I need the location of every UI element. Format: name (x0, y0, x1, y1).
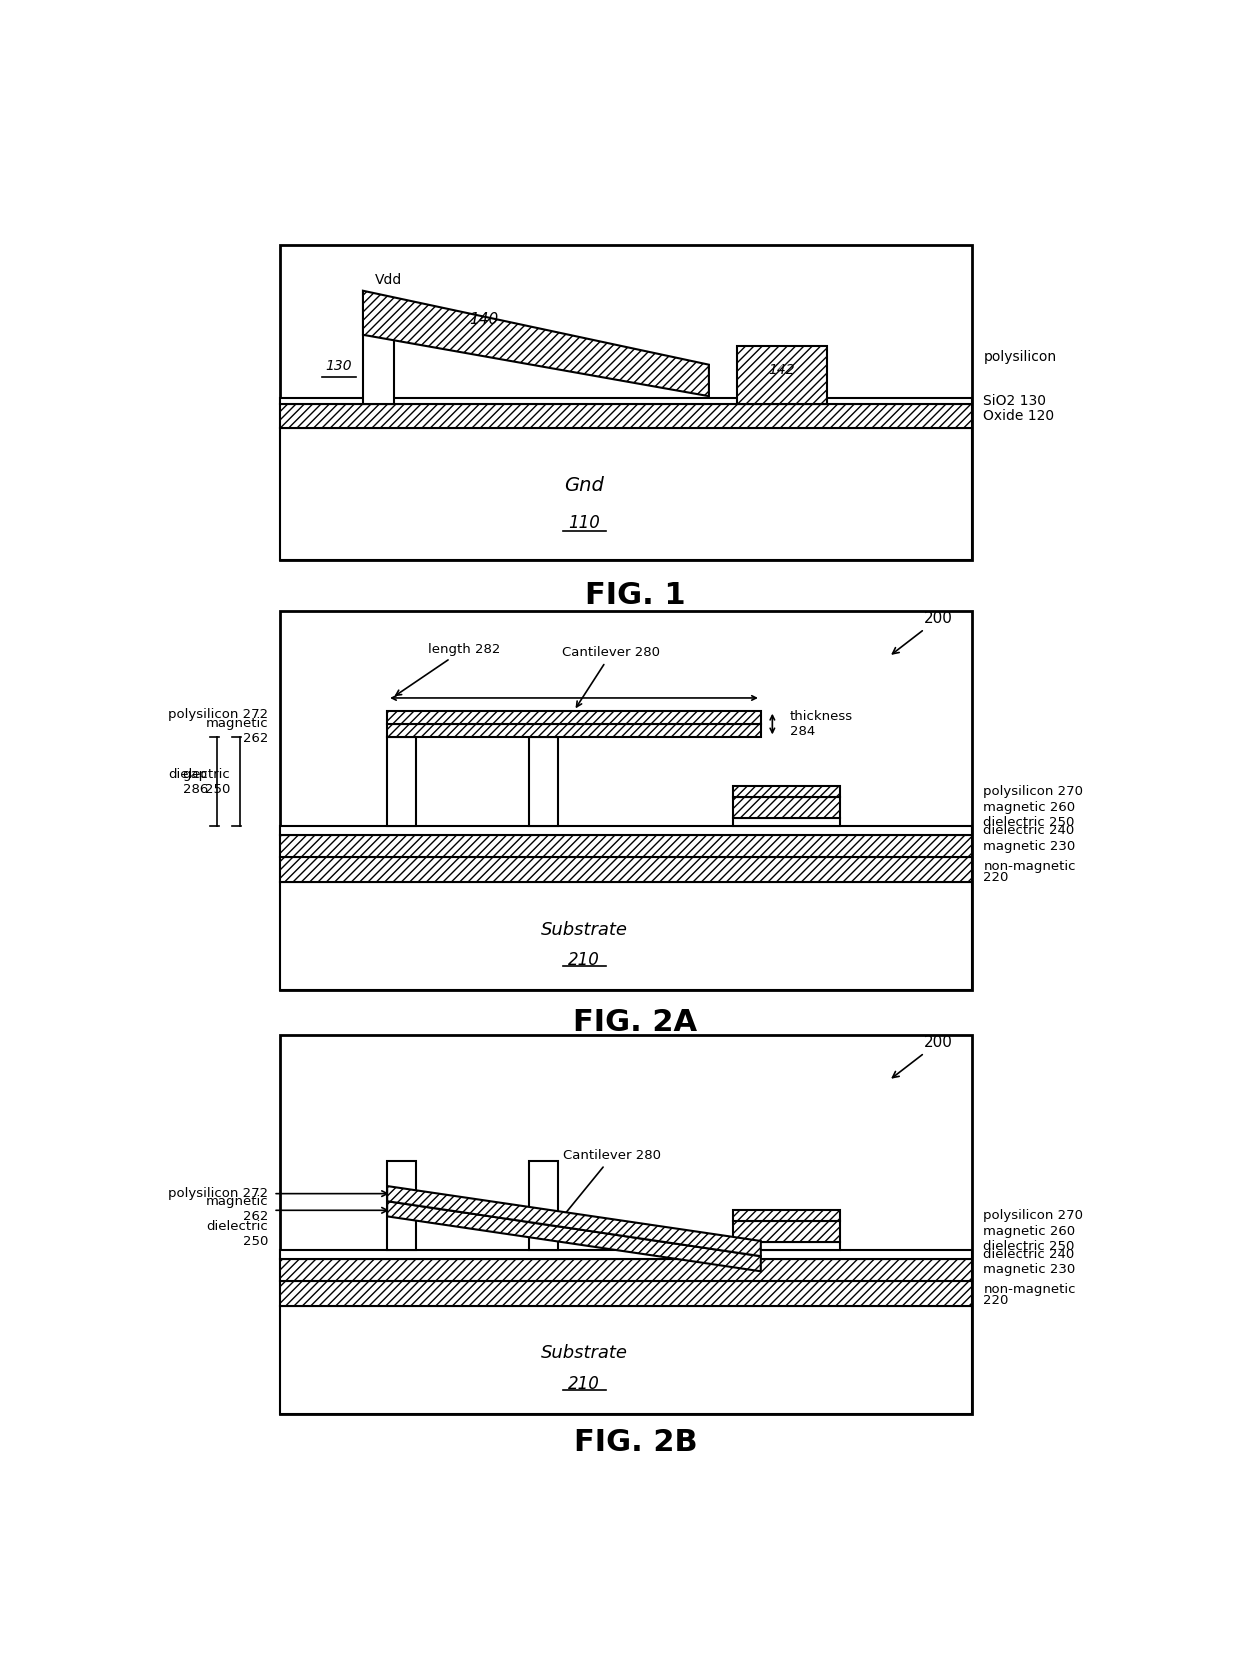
Text: 142: 142 (769, 362, 795, 377)
Text: dielectric 250: dielectric 250 (983, 816, 1075, 829)
Text: Substrate: Substrate (541, 1344, 627, 1363)
Text: magnetic 230: magnetic 230 (983, 1263, 1075, 1276)
Bar (387, 1161, 417, 1251)
Bar (363, 335, 394, 404)
Text: polysilicon 272: polysilicon 272 (169, 709, 268, 721)
Text: dielectric 240: dielectric 240 (983, 1248, 1075, 1261)
Bar (387, 711, 761, 724)
Text: FIG. 2B: FIG. 2B (574, 1428, 697, 1456)
Text: 130: 130 (326, 359, 352, 374)
Bar (280, 404, 972, 427)
Text: 210: 210 (568, 951, 600, 969)
Bar (529, 1161, 558, 1251)
Bar (733, 797, 841, 817)
Bar (280, 1281, 972, 1306)
Text: polysilicon 270: polysilicon 270 (983, 1209, 1084, 1223)
Text: dielectric
250: dielectric 250 (169, 767, 229, 796)
Text: Substrate: Substrate (541, 921, 627, 939)
Bar (733, 1209, 841, 1221)
Text: polysilicon 270: polysilicon 270 (983, 786, 1084, 797)
Bar (280, 1251, 972, 1259)
Text: non-magnetic: non-magnetic (983, 859, 1076, 872)
Text: 140: 140 (470, 312, 498, 327)
Bar (280, 1306, 972, 1414)
Text: magnetic
262: magnetic 262 (206, 717, 268, 744)
Text: magnetic
262: magnetic 262 (206, 1194, 268, 1223)
Text: gap
286: gap 286 (182, 767, 208, 796)
Text: 210: 210 (568, 1374, 600, 1393)
Text: 220: 220 (983, 871, 1009, 884)
Bar (280, 610, 972, 991)
Text: length 282: length 282 (396, 642, 500, 696)
Bar (280, 397, 972, 404)
Text: FIG. 2A: FIG. 2A (573, 1007, 698, 1036)
Text: thickness
284: thickness 284 (790, 711, 853, 737)
Text: Oxide 120: Oxide 120 (983, 409, 1054, 422)
Bar (280, 1259, 972, 1281)
Bar (280, 427, 972, 560)
Text: FIG. 1: FIG. 1 (585, 580, 686, 610)
Bar (733, 1221, 841, 1243)
Bar (280, 1034, 972, 1414)
Bar (529, 737, 558, 826)
Text: dielectric
250: dielectric 250 (207, 1221, 268, 1248)
Text: 200: 200 (893, 610, 952, 654)
Bar (387, 737, 417, 826)
Text: polysilicon 272: polysilicon 272 (169, 1188, 268, 1201)
Text: dielectric 240: dielectric 240 (983, 824, 1075, 837)
Bar (280, 834, 972, 857)
Polygon shape (363, 290, 709, 397)
Text: 110: 110 (568, 514, 600, 532)
Bar (737, 345, 827, 404)
Bar (733, 817, 841, 826)
Bar (733, 1243, 841, 1251)
Bar (387, 724, 761, 737)
Text: 200: 200 (893, 1036, 952, 1078)
Bar (280, 857, 972, 882)
Text: Cantilever 280: Cantilever 280 (563, 647, 661, 707)
Text: polysilicon: polysilicon (983, 350, 1056, 364)
Text: dielectric 250: dielectric 250 (983, 1239, 1075, 1253)
Polygon shape (387, 1186, 761, 1256)
Text: SiO2 130: SiO2 130 (983, 394, 1047, 409)
Text: Gnd: Gnd (564, 477, 604, 495)
Bar (280, 826, 972, 834)
Text: Vdd: Vdd (374, 274, 402, 287)
Text: non-magnetic: non-magnetic (983, 1283, 1076, 1296)
Text: magnetic 260: magnetic 260 (983, 1224, 1075, 1238)
Bar (733, 786, 841, 797)
Text: magnetic 260: magnetic 260 (983, 801, 1075, 814)
Bar (280, 882, 972, 991)
Polygon shape (387, 1201, 761, 1271)
Bar (280, 245, 972, 560)
Text: magnetic 230: magnetic 230 (983, 839, 1075, 852)
Text: Cantilever 280: Cantilever 280 (558, 1149, 661, 1223)
Text: 220: 220 (983, 1294, 1009, 1308)
